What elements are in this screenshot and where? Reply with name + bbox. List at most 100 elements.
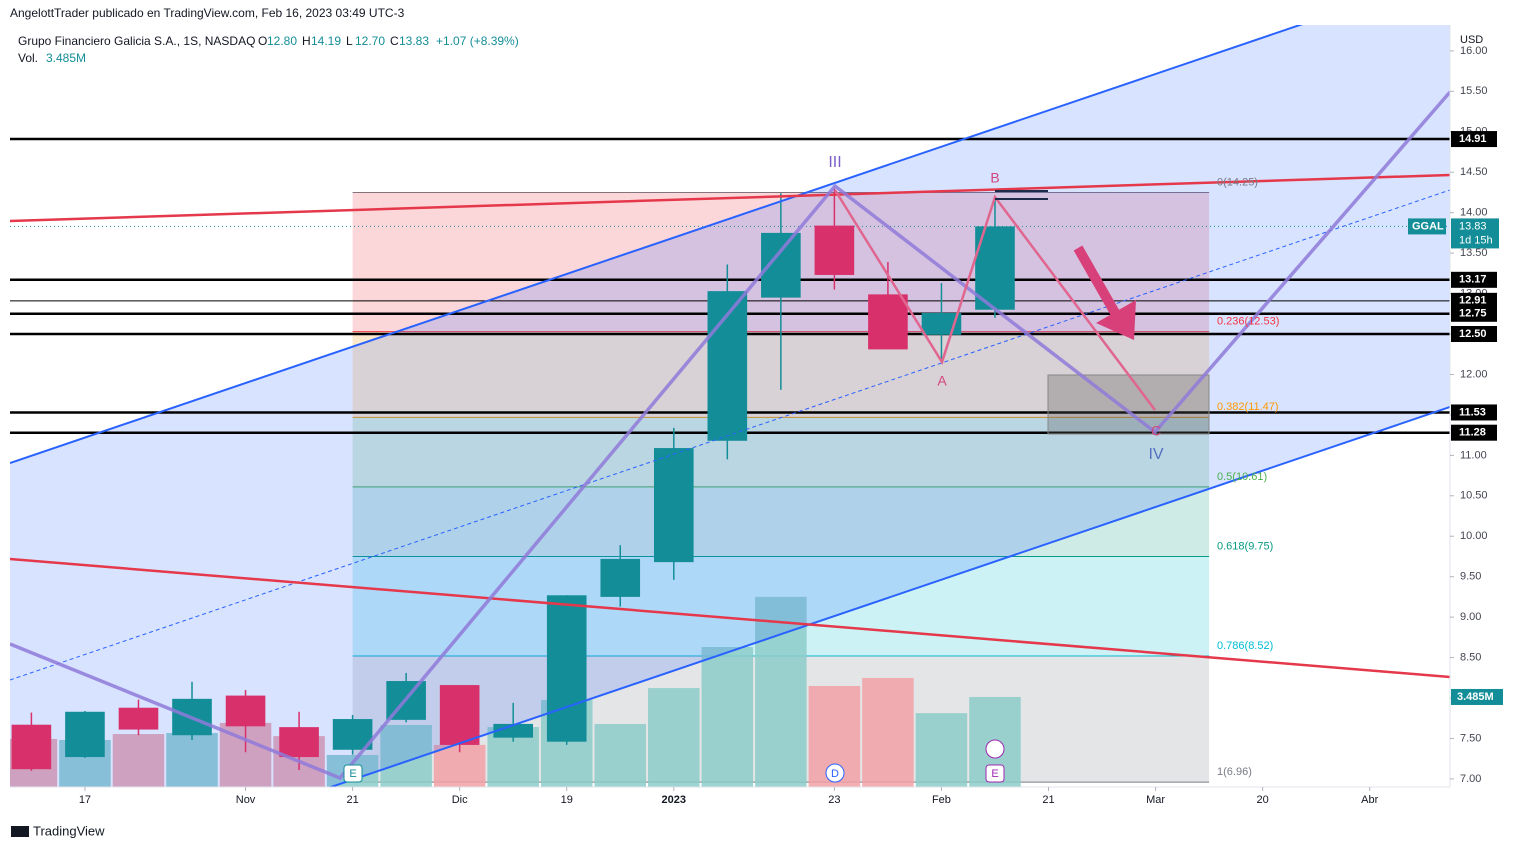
channel-upper: [10, 25, 1303, 464]
wave-line: [10, 90, 1450, 781]
currency: USD: [1460, 34, 1483, 46]
wave-label: III: [828, 154, 841, 171]
brand-logo: [11, 826, 29, 837]
event-marker[interactable]: [985, 764, 1005, 783]
y-tick-label: 7.00: [1460, 773, 1481, 785]
fib-label: 0(14.25): [1217, 176, 1258, 188]
level-badge: [1451, 326, 1497, 343]
fib-label: 0.236(12.53): [1217, 315, 1279, 327]
level-badge: [1451, 292, 1497, 309]
fib-label: 1(6.96): [1217, 766, 1252, 778]
y-tick-label: 9.00: [1460, 611, 1481, 623]
level-badge-label: 12.91: [1459, 295, 1487, 307]
event-marker[interactable]: [825, 763, 845, 783]
volume-bar: [112, 734, 165, 787]
x-tick-label: Abr: [1361, 794, 1378, 806]
fib-label: 0.618(9.75): [1217, 540, 1273, 552]
level-badge-label: 11.53: [1459, 406, 1486, 418]
y-tick-label: 16.00: [1460, 45, 1488, 57]
fib-zone: [352, 417, 1210, 487]
legend-key: O: [258, 34, 267, 48]
volume-badge: [1451, 688, 1503, 705]
header: AngelottTrader publicado en TradingView.…: [10, 6, 405, 20]
event-marker[interactable]: [985, 739, 1005, 759]
x-tick-label: 21: [346, 794, 358, 806]
trend-line: [10, 557, 1450, 679]
volume-bar: [594, 723, 647, 787]
level-badge: [1451, 424, 1497, 441]
x-tick-label: 19: [561, 794, 573, 806]
level-badge-label: 13.17: [1459, 274, 1487, 286]
y-tick-label: 12.00: [1460, 368, 1488, 380]
event-marker[interactable]: [343, 764, 363, 783]
wave-label: B: [990, 170, 999, 186]
level-badge-label: 14.91: [1459, 133, 1487, 145]
y-tick-label: 14.00: [1460, 207, 1488, 219]
target-box: [1047, 374, 1210, 435]
volume-bar: [648, 688, 700, 787]
legend-value: 12.70: [355, 34, 385, 48]
resistance-line: [10, 173, 1450, 223]
symbol-badge-label: GGAL: [1412, 220, 1444, 232]
wave-label: A: [937, 373, 947, 389]
y-tick-label: 7.50: [1460, 732, 1481, 744]
level-badge-label: 11.28: [1459, 427, 1486, 439]
price-badge: [1451, 218, 1499, 249]
level-badge: [1451, 131, 1497, 148]
level-badge: [1451, 271, 1497, 288]
candle-body: [653, 448, 694, 563]
y-tick-label: 10.00: [1460, 530, 1488, 542]
x-tick-label: Feb: [932, 794, 951, 806]
level-badge: [1451, 404, 1497, 421]
volume-legend-value: 3.485M: [46, 51, 86, 65]
channel-lower: [327, 406, 1450, 787]
volume-bar: [862, 677, 914, 787]
candle-body: [118, 707, 159, 730]
y-tick-label: 15.50: [1460, 85, 1488, 97]
y-tick-label: 9.50: [1460, 571, 1481, 583]
y-tick-label: 8.50: [1460, 651, 1481, 663]
candle-body: [225, 695, 266, 727]
x-tick-label: Nov: [236, 794, 256, 806]
symbol-badge: [1408, 218, 1446, 235]
channel-mid: [10, 189, 1450, 681]
x-tick-label: 2023: [662, 794, 686, 806]
event-label: D: [831, 768, 839, 780]
level-badge-label: 12.75: [1459, 308, 1487, 320]
level-badge: [1451, 305, 1497, 322]
candle-body: [868, 294, 908, 350]
x-tick-label: 17: [79, 794, 91, 806]
volume-legend-label: Vol.: [18, 51, 38, 65]
candle-body: [493, 723, 534, 738]
legend: O 12.80 H 14.19 L 12.70 C 13.83 +1.07 (+8.39%): [258, 34, 519, 48]
legend-value: 12.80: [267, 34, 297, 48]
legend-key: H: [302, 34, 311, 48]
arrow: [1073, 245, 1123, 321]
y-tick-label: 13.50: [1460, 247, 1488, 259]
legend-value: 13.83: [399, 34, 429, 48]
y-tick-label: 10.50: [1460, 490, 1488, 502]
y-tick-label: 14.50: [1460, 166, 1488, 178]
level-badge-label: 12.50: [1459, 328, 1487, 340]
countdown-label: 1d 15h: [1459, 234, 1493, 246]
x-tick-label: Dic: [452, 794, 468, 806]
y-tick-label: 11.00: [1460, 449, 1487, 461]
candle-body: [439, 685, 480, 745]
symbol-title: Grupo Financiero Galicia S.A., 1S, NASDA…: [18, 34, 255, 48]
volume-layer: [10, 596, 1021, 787]
wave-label: IV: [1148, 446, 1163, 463]
candle-body: [279, 727, 319, 758]
fib-label: 0.5(10.61): [1217, 471, 1267, 483]
candle-body: [546, 595, 587, 742]
abc-line: [833, 189, 1156, 411]
legend-value: 14.19: [311, 34, 341, 48]
candle-body: [11, 724, 52, 770]
event-label: E: [991, 768, 998, 780]
x-tick-label: 21: [1042, 794, 1054, 806]
drawings: III IV A B C E D E: [10, 25, 1450, 787]
event-label: E: [349, 768, 356, 780]
candle-body: [814, 225, 855, 275]
x-tick-label: Mar: [1146, 794, 1165, 806]
x-tick-label: 23: [828, 794, 840, 806]
